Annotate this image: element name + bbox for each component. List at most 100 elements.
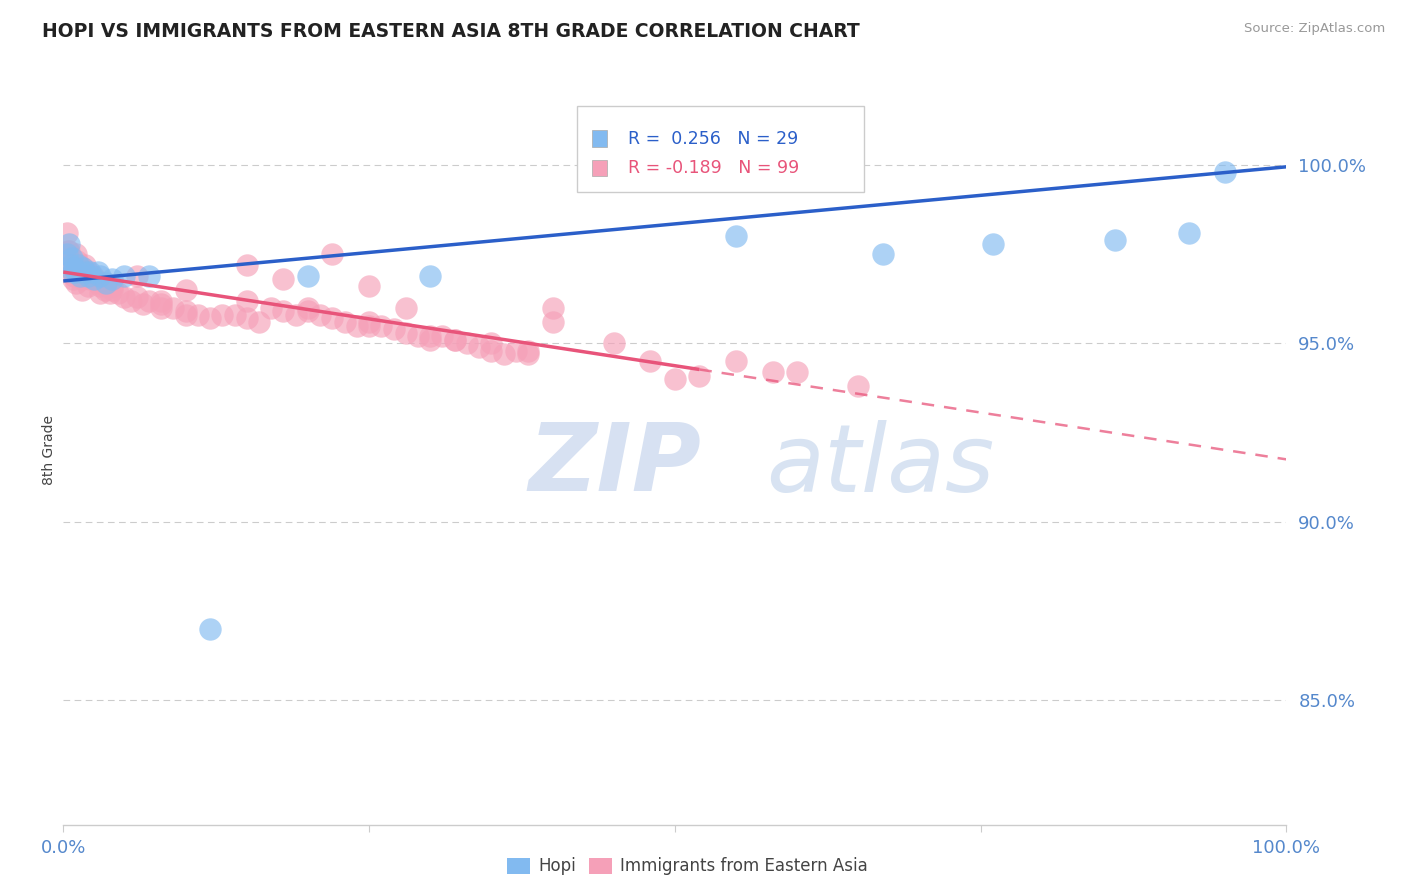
Point xyxy=(56,226,79,240)
Point xyxy=(89,279,111,293)
Point xyxy=(63,268,86,283)
Point xyxy=(58,247,80,261)
Point xyxy=(688,368,710,383)
Point xyxy=(114,290,135,304)
Point xyxy=(235,311,259,326)
Point xyxy=(58,244,80,258)
Point xyxy=(419,333,441,347)
Point xyxy=(101,272,124,286)
Point xyxy=(84,272,107,286)
Point xyxy=(82,268,104,283)
Point xyxy=(273,304,295,318)
Point xyxy=(89,268,111,283)
Point xyxy=(1215,165,1237,179)
Point xyxy=(981,236,1004,251)
Point xyxy=(79,272,101,286)
Point xyxy=(664,372,686,386)
Point xyxy=(235,258,259,272)
Point xyxy=(76,268,98,283)
Text: R =  0.256   N = 29: R = 0.256 N = 29 xyxy=(628,129,799,147)
Point xyxy=(456,336,478,351)
Point xyxy=(70,283,93,297)
Point xyxy=(419,268,441,283)
Point xyxy=(235,293,259,308)
Point xyxy=(541,301,564,315)
Point xyxy=(321,247,343,261)
Point xyxy=(468,340,491,354)
Point xyxy=(1104,233,1126,247)
Point xyxy=(297,301,319,315)
Point xyxy=(297,304,319,318)
FancyBboxPatch shape xyxy=(576,106,865,192)
Point xyxy=(786,365,808,379)
Point xyxy=(63,261,86,276)
Point xyxy=(73,265,96,279)
Point xyxy=(58,236,80,251)
Point xyxy=(138,268,160,283)
Point xyxy=(443,333,465,347)
Point xyxy=(406,329,429,343)
Point xyxy=(75,265,97,279)
Point xyxy=(541,315,564,329)
Point xyxy=(321,311,343,326)
Point xyxy=(101,283,124,297)
Point xyxy=(67,258,90,272)
Point xyxy=(107,286,129,301)
Text: R = -0.189   N = 99: R = -0.189 N = 99 xyxy=(628,159,800,177)
Point xyxy=(505,343,527,358)
Bar xyxy=(592,130,606,147)
Point xyxy=(370,318,392,333)
Text: HOPI VS IMMIGRANTS FROM EASTERN ASIA 8TH GRADE CORRELATION CHART: HOPI VS IMMIGRANTS FROM EASTERN ASIA 8TH… xyxy=(42,22,860,41)
Point xyxy=(481,336,503,351)
Point xyxy=(62,265,84,279)
Point xyxy=(101,279,124,293)
Point xyxy=(198,622,221,636)
Point xyxy=(72,261,94,276)
Point xyxy=(76,265,98,279)
Point xyxy=(150,293,173,308)
Point xyxy=(125,268,148,283)
Point xyxy=(94,283,117,297)
Point xyxy=(62,272,84,286)
Point xyxy=(66,254,89,268)
Bar xyxy=(589,858,612,874)
Point xyxy=(150,301,173,315)
Point xyxy=(640,354,662,368)
Point xyxy=(150,297,173,311)
Point xyxy=(66,258,89,272)
Point xyxy=(138,293,160,308)
Text: Immigrants from Eastern Asia: Immigrants from Eastern Asia xyxy=(620,857,868,875)
Point xyxy=(83,272,105,286)
Point xyxy=(517,343,540,358)
Point xyxy=(69,265,91,279)
Point xyxy=(114,268,135,283)
Point xyxy=(59,251,82,265)
Point xyxy=(120,293,142,308)
Point xyxy=(75,258,97,272)
Bar xyxy=(508,858,530,874)
Point xyxy=(60,258,83,272)
Point xyxy=(357,315,380,329)
Point xyxy=(762,365,785,379)
Point xyxy=(91,276,114,290)
Point xyxy=(72,261,94,276)
Point xyxy=(76,279,98,293)
Point xyxy=(62,265,84,279)
Point xyxy=(94,276,117,290)
Point xyxy=(187,308,209,322)
Point xyxy=(86,276,108,290)
Point xyxy=(284,308,307,322)
Point xyxy=(603,336,626,351)
Point xyxy=(65,276,87,290)
Point xyxy=(211,308,233,322)
Point xyxy=(443,333,465,347)
Point xyxy=(132,297,155,311)
Point xyxy=(174,308,197,322)
Point xyxy=(357,318,380,333)
Text: ZIP: ZIP xyxy=(529,419,702,511)
Point xyxy=(65,247,87,261)
Point xyxy=(357,279,380,293)
Point xyxy=(69,268,91,283)
Point xyxy=(260,301,283,315)
Point xyxy=(846,379,869,393)
